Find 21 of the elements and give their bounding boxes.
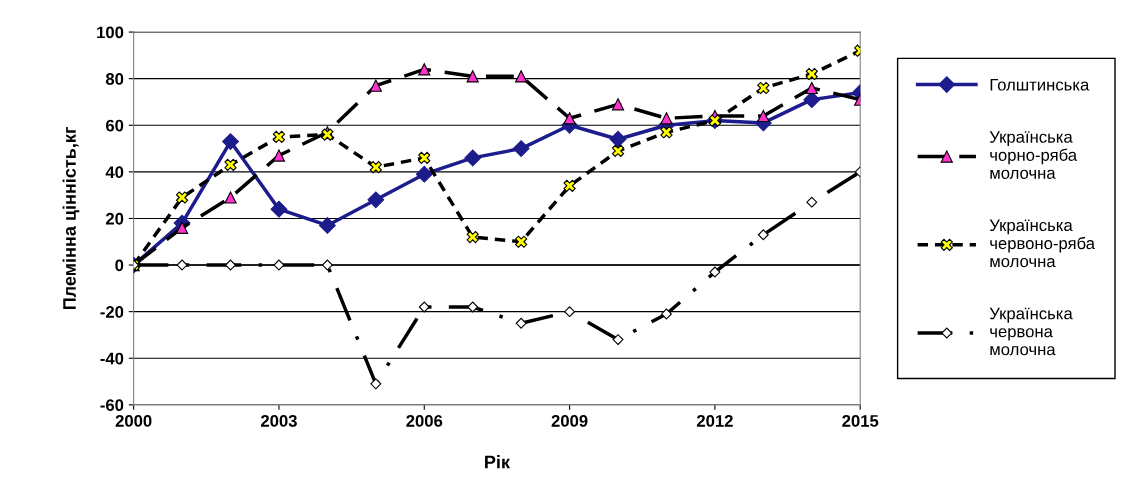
- legend-label: Українська чорно-ряба молочна: [989, 131, 1078, 179]
- legend-label: Українська червона молочна: [989, 307, 1073, 356]
- y-tick-label: 20: [105, 212, 124, 225]
- y-axis-title: Племінна цінність,кг: [62, 127, 80, 310]
- x-tick-label: 2009: [551, 415, 588, 427]
- legend-label: Голштинська: [990, 78, 1090, 91]
- x-tick-label: 2012: [696, 415, 733, 427]
- x-tick-label: 2000: [115, 415, 152, 427]
- y-tick-label: 100: [97, 26, 124, 39]
- x-tick-label: 2003: [260, 415, 297, 427]
- y-tick-label: 0: [115, 259, 124, 272]
- y-tick-label: 60: [105, 119, 124, 132]
- x-tick-label: 2015: [842, 415, 879, 427]
- x-axis-title: Рік: [485, 455, 510, 469]
- y-tick-label: 80: [105, 73, 124, 85]
- x-tick-label: 2006: [406, 415, 443, 427]
- y-tick-label: 40: [105, 166, 124, 179]
- y-tick-label: -40: [100, 352, 124, 365]
- legend-label: Українська червоно-ряба молочна: [989, 219, 1096, 268]
- y-tick-label: -20: [100, 306, 124, 318]
- y-tick-label: -60: [100, 399, 124, 412]
